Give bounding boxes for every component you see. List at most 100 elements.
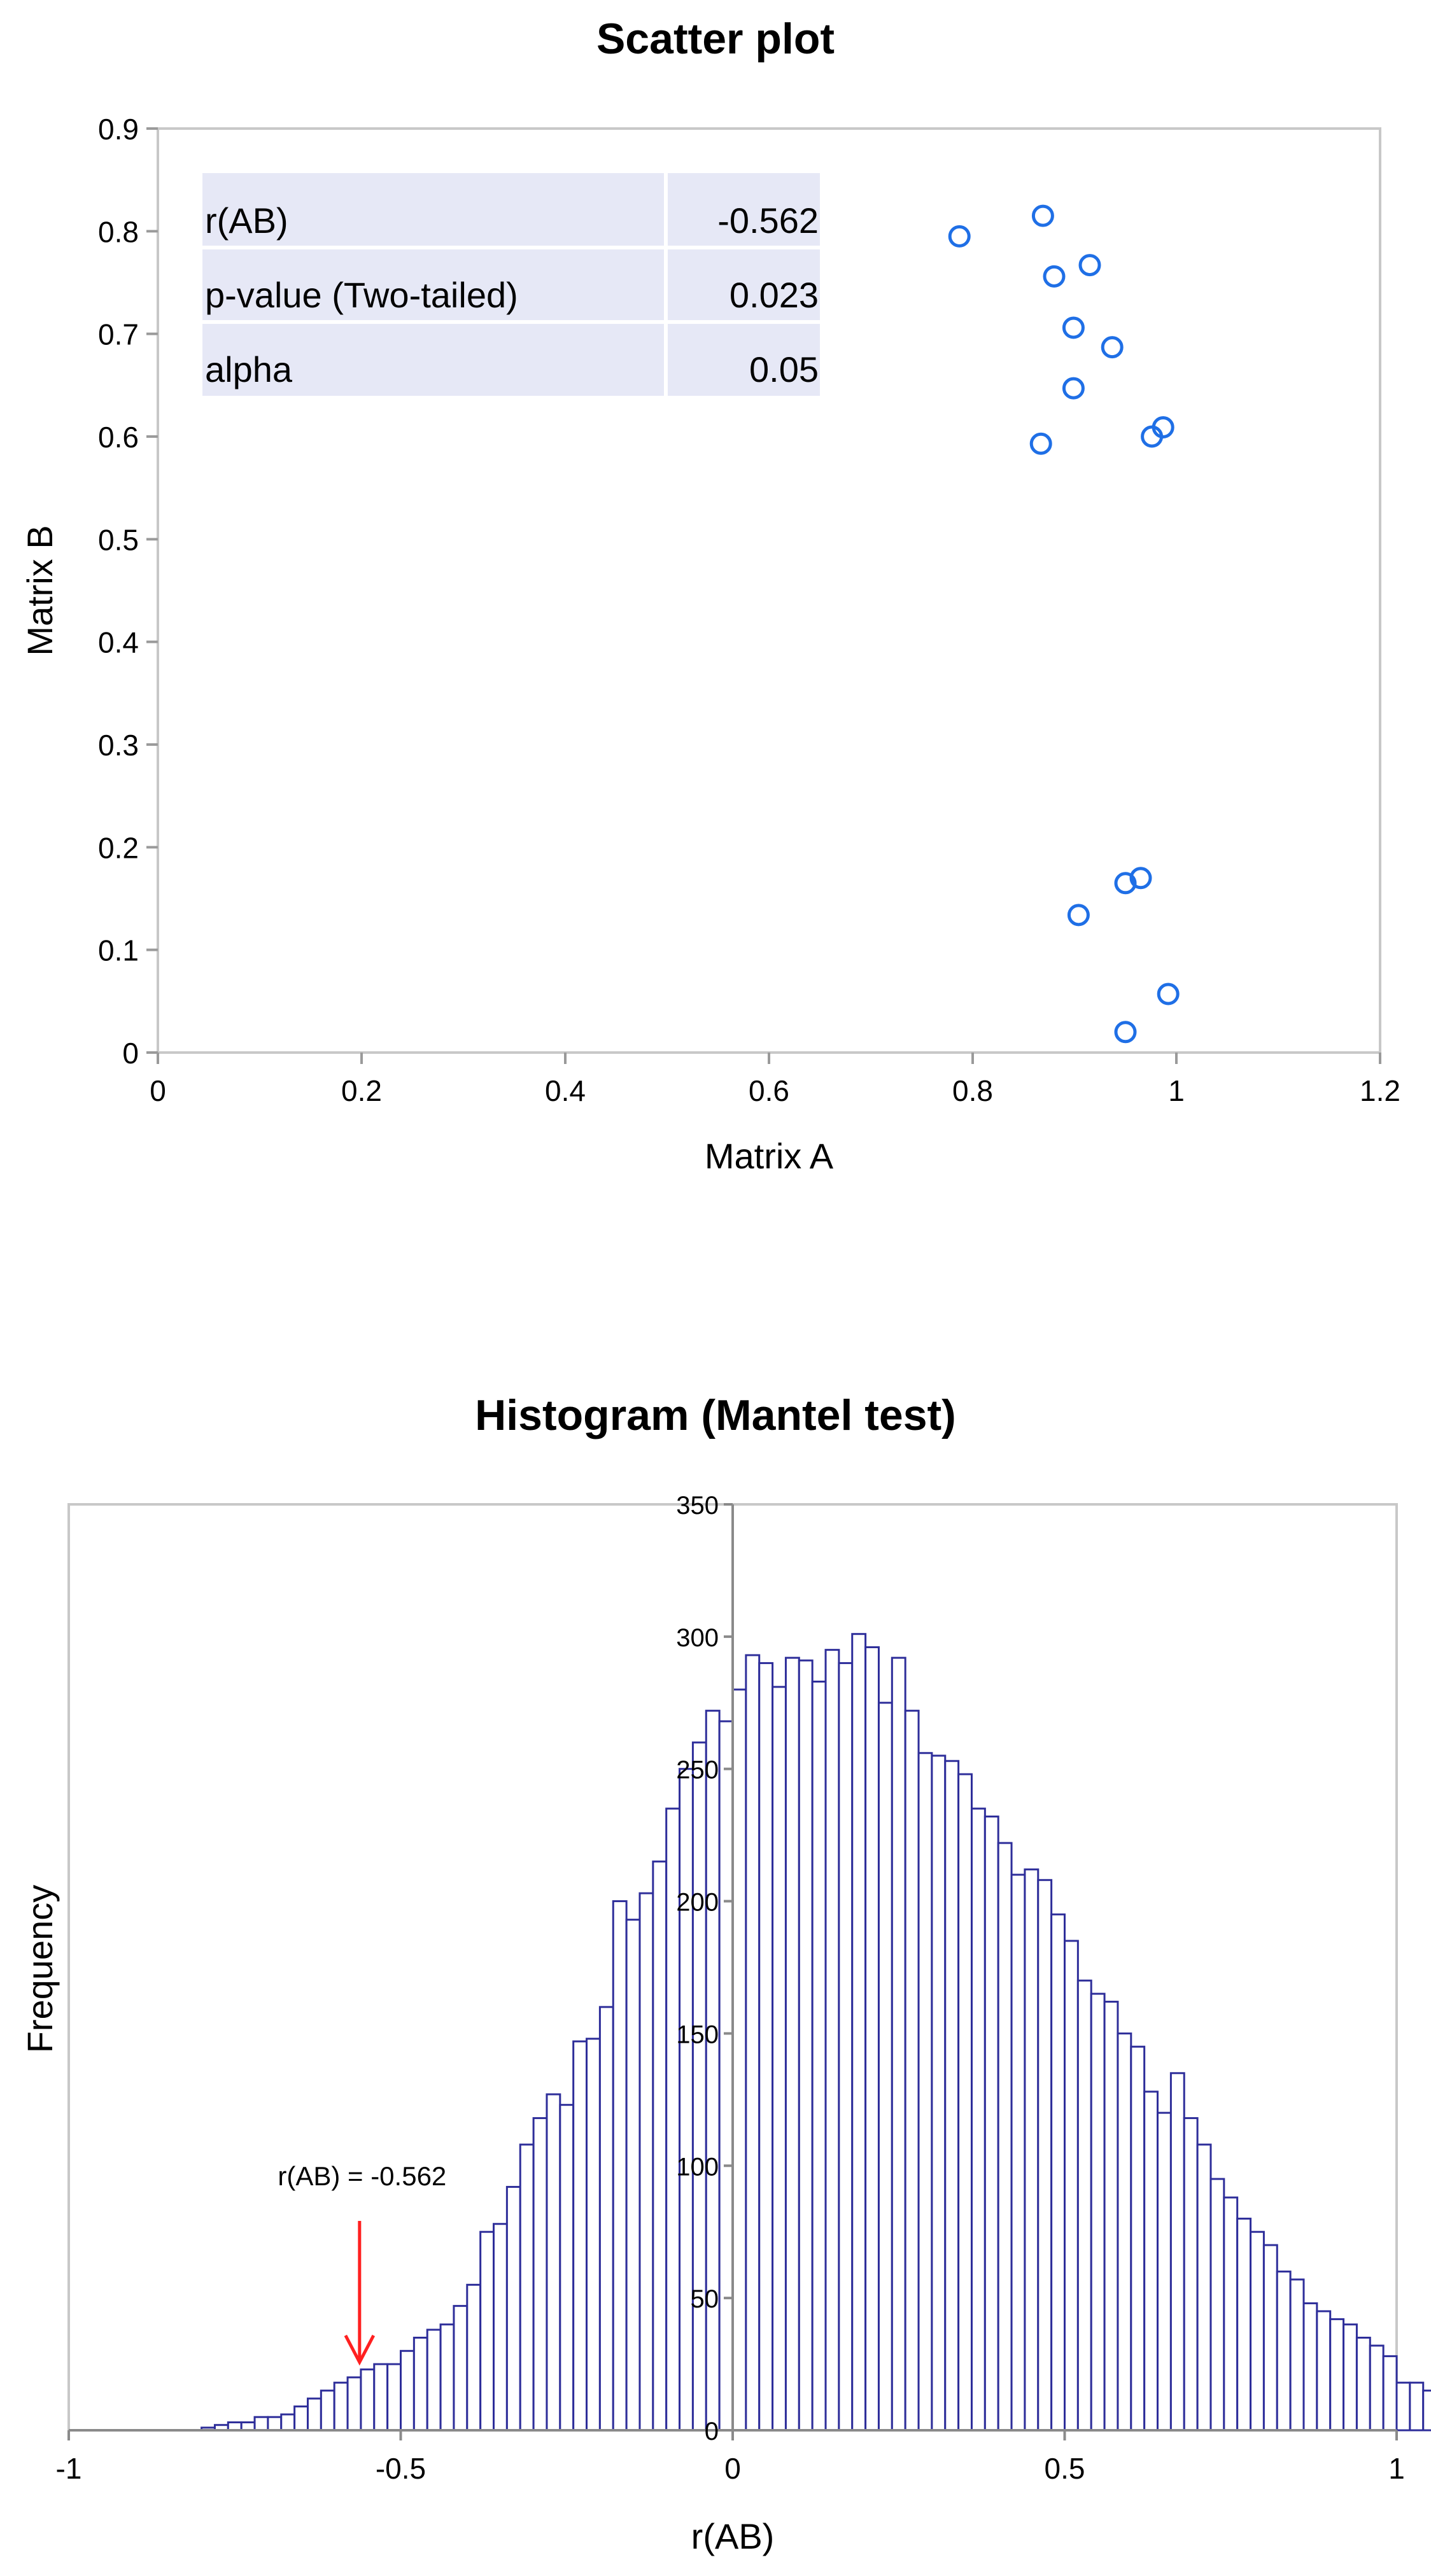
histogram-bars <box>201 1633 1431 2432</box>
histogram-bar <box>1289 2278 1305 2432</box>
histogram: 0 50 100 150 200 250 300 350 -1 -0.5 0 0.5 1 r(AB) =… <box>20 1492 1431 2556</box>
scatter-point <box>1062 377 1085 400</box>
scatter-y-tick-label: 0.8 <box>98 215 139 248</box>
scatter-plot: 00.10.20.30.40.50.60.70.80.9 0 0.2 0.4 0.6 0… <box>20 113 1400 1176</box>
stats-value-p-value: 0.023 <box>730 275 819 315</box>
scatter-point <box>1129 867 1152 890</box>
histogram-x-axis-label: r(AB) <box>691 2516 775 2556</box>
scatter-point <box>1114 1021 1137 1044</box>
histogram-y-tick-label: 100 <box>676 2153 719 2181</box>
histogram-bar <box>320 2390 335 2432</box>
histogram-bar <box>400 2349 415 2432</box>
histogram-bar <box>652 1860 668 2432</box>
histogram-x-tick-label: -1 <box>56 2452 82 2485</box>
histogram-bar <box>679 1768 694 2432</box>
scatter-point <box>1029 432 1052 455</box>
histogram-bar <box>572 2040 588 2432</box>
histogram-bar <box>293 2405 309 2432</box>
histogram-bar <box>1064 1940 1079 2432</box>
histogram-bar <box>957 1773 973 2432</box>
histogram-y-tick-label: 0 <box>705 2418 719 2446</box>
scatter-points <box>948 204 1180 1044</box>
histogram-bar <box>983 1816 999 2432</box>
histogram-bar <box>731 1688 747 2432</box>
scatter-point <box>1043 265 1066 288</box>
stats-value-r: -0.562 <box>717 200 819 241</box>
histogram-bar <box>598 2006 614 2432</box>
histogram-bar <box>1409 2381 1425 2432</box>
histogram-bar <box>1382 2355 1398 2432</box>
histogram-bar <box>772 1686 787 2432</box>
histogram-y-tick-label: 50 <box>691 2285 719 2313</box>
histogram-bar <box>931 1754 947 2432</box>
histogram-bar <box>386 2363 402 2432</box>
scatter-point <box>1062 316 1085 339</box>
histogram-bar <box>798 1659 814 2432</box>
scatter-y-tick-label: 0.1 <box>98 934 139 967</box>
histogram-y-axis-label: Frequency <box>20 1885 60 2054</box>
histogram-bar <box>891 1656 906 2432</box>
histogram-bar <box>1316 2310 1332 2432</box>
scatter-x-tick-label: 0.6 <box>749 1074 789 1107</box>
histogram-bar <box>784 1656 800 2432</box>
histogram-bar <box>877 1702 893 2432</box>
histogram-bar <box>1250 2230 1265 2432</box>
histogram-bar <box>505 2186 521 2432</box>
scatter-point <box>1114 872 1137 895</box>
histogram-bar <box>1209 2178 1225 2432</box>
histogram-bar <box>333 2381 349 2432</box>
scatter-x-tick-label: 0 <box>150 1074 166 1107</box>
histogram-bar <box>824 1649 840 2432</box>
scatter-y-tick-label: 0 <box>122 1037 139 1070</box>
scatter-chart-title: Scatter plot <box>596 15 835 63</box>
histogram-bar <box>1302 2302 1318 2432</box>
r-ab-annotation: r(AB) = -0.562 <box>278 2161 446 2366</box>
scatter-point <box>948 225 971 248</box>
histogram-bar <box>691 1741 707 2432</box>
scatter-point <box>1031 204 1054 227</box>
histogram-bar <box>970 1807 986 2432</box>
histogram-bar <box>1010 1873 1026 2432</box>
histogram-bar <box>612 1900 628 2432</box>
histogram-bar <box>453 2305 469 2432</box>
histogram-bar <box>705 1709 721 2432</box>
histogram-bar <box>306 2397 322 2432</box>
histogram-bar <box>944 1760 960 2432</box>
scatter-point <box>1078 254 1101 277</box>
histogram-bar <box>1236 2217 1252 2432</box>
histogram-bar <box>346 2376 362 2432</box>
histogram-bar <box>479 2230 495 2432</box>
histogram-bar <box>1262 2244 1278 2432</box>
scatter-y-tick-label: 0.5 <box>98 523 139 556</box>
histogram-bar <box>280 2413 296 2432</box>
histogram-bar <box>1276 2271 1292 2432</box>
histogram-bar <box>1355 2337 1371 2432</box>
histogram-bar <box>360 2368 376 2432</box>
histogram-bar <box>559 2104 575 2432</box>
histogram-bar <box>1196 2143 1212 2432</box>
histogram-bar <box>638 1892 654 2432</box>
histogram-bar <box>1143 2090 1159 2432</box>
stats-table: r(AB) -0.562 p-value (Two-tailed) 0.023 … <box>202 173 820 396</box>
stats-label-alpha: alpha <box>205 349 293 389</box>
scatter-y-tick-label: 0.2 <box>98 831 139 864</box>
histogram-bar <box>267 2416 283 2432</box>
scatter-y-tick-label: 0.6 <box>98 421 139 454</box>
histogram-bar <box>917 1752 933 2432</box>
scatter-y-axis: 0 0.1 0.2 0.3 0.4 0.5 0.6 0.7 0.8 0.9 <box>98 113 158 1070</box>
histogram-y-tick-label: 350 <box>676 1492 719 1520</box>
scatter-y-axis-label: Matrix B <box>20 525 60 655</box>
histogram-bar <box>1157 2111 1172 2432</box>
histogram-bar <box>1343 2323 1358 2432</box>
histogram-y-tick-label: 300 <box>676 1624 719 1652</box>
histogram-bar <box>718 1720 734 2432</box>
histogram-bar <box>1024 1868 1040 2432</box>
scatter-point <box>1157 983 1180 1005</box>
histogram-bar <box>864 1646 880 2432</box>
scatter-x-tick-label: 1.2 <box>1360 1074 1400 1107</box>
histogram-bar <box>439 2323 455 2432</box>
histogram-bar <box>1076 1979 1092 2432</box>
scatter-y-tick-label: 0.9 <box>98 113 139 146</box>
histogram-bar <box>519 2143 535 2432</box>
